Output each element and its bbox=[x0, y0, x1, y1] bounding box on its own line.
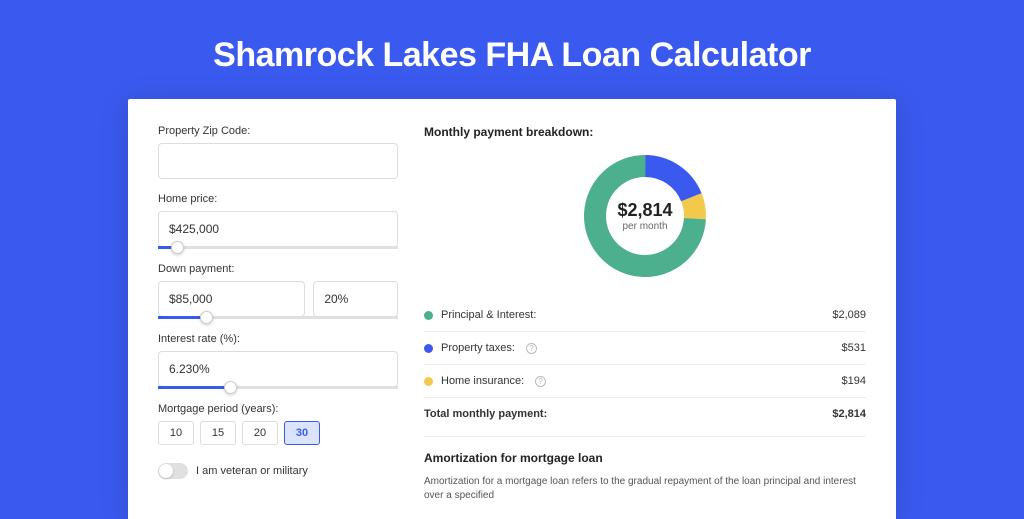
legend-row-insurance: Home insurance: ? $194 bbox=[424, 364, 866, 397]
breakdown-title: Monthly payment breakdown: bbox=[424, 125, 866, 139]
info-icon[interactable]: ? bbox=[526, 343, 537, 354]
legend-value-insurance: $194 bbox=[842, 375, 866, 387]
home-price-slider-thumb[interactable] bbox=[171, 241, 184, 254]
info-icon[interactable]: ? bbox=[535, 376, 546, 387]
legend-row-taxes: Property taxes: ? $531 bbox=[424, 331, 866, 364]
period-btn-20[interactable]: 20 bbox=[242, 421, 278, 445]
down-payment-field-group: Down payment: bbox=[158, 263, 398, 319]
period-btn-15[interactable]: 15 bbox=[200, 421, 236, 445]
home-price-input[interactable] bbox=[158, 211, 398, 247]
interest-rate-field-group: Interest rate (%): bbox=[158, 333, 398, 389]
zip-label: Property Zip Code: bbox=[158, 125, 398, 137]
home-price-slider[interactable] bbox=[158, 246, 398, 249]
legend-label-principal: Principal & Interest: bbox=[441, 309, 536, 321]
interest-rate-slider[interactable] bbox=[158, 386, 398, 389]
donut-center: $2,814 per month bbox=[617, 200, 672, 232]
donut-chart: $2,814 per month bbox=[580, 151, 710, 281]
page-title: Shamrock Lakes FHA Loan Calculator bbox=[0, 0, 1024, 99]
down-payment-pct-input[interactable] bbox=[313, 281, 398, 317]
legend-value-principal: $2,089 bbox=[832, 309, 866, 321]
legend-label-taxes: Property taxes: bbox=[441, 342, 515, 354]
down-payment-input[interactable] bbox=[158, 281, 305, 317]
legend-label-insurance: Home insurance: bbox=[441, 375, 524, 387]
interest-rate-label: Interest rate (%): bbox=[158, 333, 398, 345]
donut-chart-wrap: $2,814 per month bbox=[424, 151, 866, 281]
down-payment-slider-thumb[interactable] bbox=[200, 311, 213, 324]
period-btn-30[interactable]: 30 bbox=[284, 421, 320, 445]
mortgage-period-field-group: Mortgage period (years): 10 15 20 30 bbox=[158, 403, 398, 445]
form-column: Property Zip Code: Home price: Down paym… bbox=[158, 125, 398, 519]
legend-row-total: Total monthly payment: $2,814 bbox=[424, 397, 866, 430]
calculator-card: Property Zip Code: Home price: Down paym… bbox=[128, 99, 896, 519]
veteran-toggle-row: I am veteran or military bbox=[158, 463, 398, 479]
period-btn-10[interactable]: 10 bbox=[158, 421, 194, 445]
interest-rate-slider-thumb[interactable] bbox=[224, 381, 237, 394]
home-price-field-group: Home price: bbox=[158, 193, 398, 249]
mortgage-period-label: Mortgage period (years): bbox=[158, 403, 398, 415]
breakdown-column: Monthly payment breakdown: $2,814 per mo… bbox=[424, 125, 866, 519]
legend-label-total: Total monthly payment: bbox=[424, 408, 547, 420]
veteran-toggle[interactable] bbox=[158, 463, 188, 479]
legend-row-principal: Principal & Interest: $2,089 bbox=[424, 299, 866, 331]
mortgage-period-buttons: 10 15 20 30 bbox=[158, 421, 398, 445]
legend: Principal & Interest: $2,089 Property ta… bbox=[424, 299, 866, 430]
legend-value-taxes: $531 bbox=[842, 342, 866, 354]
legend-dot-taxes bbox=[424, 344, 433, 353]
zip-field-group: Property Zip Code: bbox=[158, 125, 398, 179]
donut-sub: per month bbox=[617, 221, 672, 232]
legend-value-total: $2,814 bbox=[832, 408, 866, 420]
legend-dot-principal bbox=[424, 311, 433, 320]
veteran-toggle-label: I am veteran or military bbox=[196, 465, 308, 477]
amortization-section: Amortization for mortgage loan Amortizat… bbox=[424, 436, 866, 503]
home-price-label: Home price: bbox=[158, 193, 398, 205]
interest-rate-input[interactable] bbox=[158, 351, 398, 387]
zip-input[interactable] bbox=[158, 143, 398, 179]
donut-amount: $2,814 bbox=[617, 200, 672, 221]
amortization-title: Amortization for mortgage loan bbox=[424, 451, 866, 465]
legend-dot-insurance bbox=[424, 377, 433, 386]
veteran-toggle-knob bbox=[159, 464, 173, 478]
amortization-body: Amortization for a mortgage loan refers … bbox=[424, 475, 866, 503]
down-payment-label: Down payment: bbox=[158, 263, 398, 275]
down-payment-slider[interactable] bbox=[158, 316, 398, 319]
